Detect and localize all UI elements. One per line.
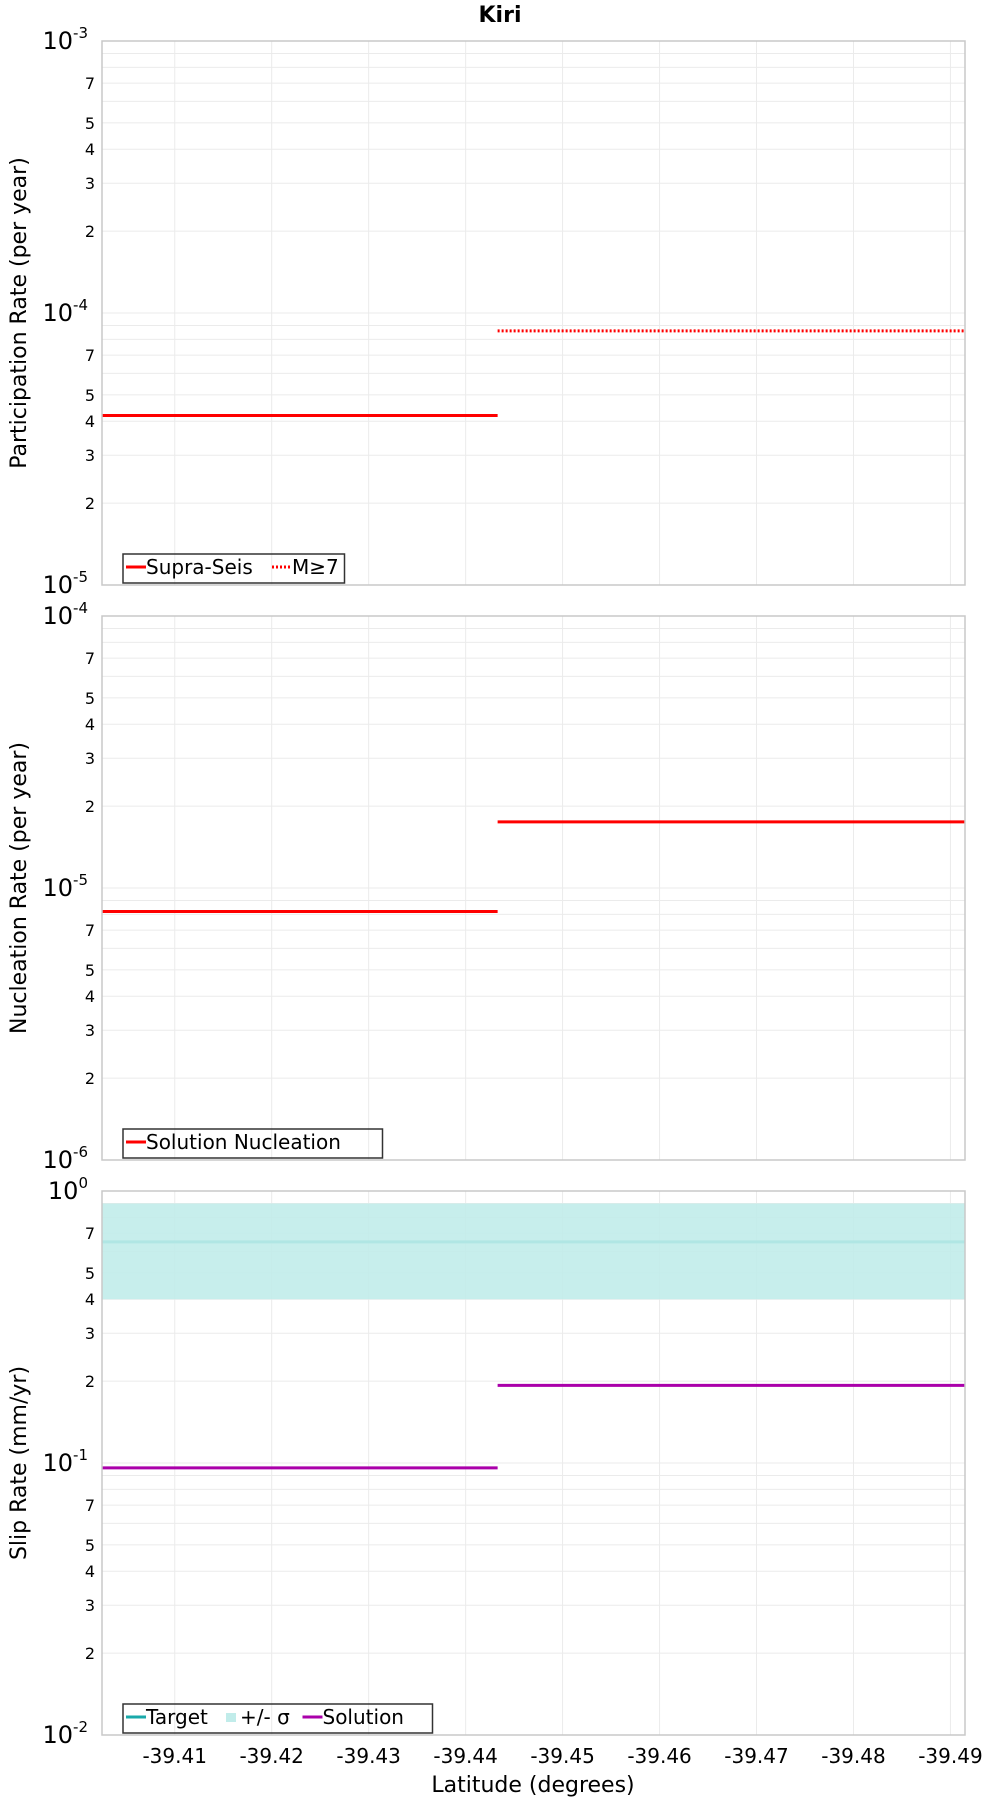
y-decade-label: 100 xyxy=(48,1174,88,1205)
legend: Target +/- σ Solution xyxy=(122,1703,434,1734)
y-minor-label: 5 xyxy=(85,689,95,708)
legend-box xyxy=(122,1703,434,1734)
x-tick-label: -39.49 xyxy=(918,1744,982,1768)
x-tick-label: -39.48 xyxy=(821,1744,885,1768)
y-axis-label: Slip Rate (mm/yr) xyxy=(7,1366,32,1560)
legend-label: Solution Nucleation xyxy=(146,1130,341,1154)
y-minor-label: 5 xyxy=(85,114,95,133)
chart-panel-2: 10-4 10-5 10-6 7 5 4 3 2 7 5 4 3 2 Nucleation Rate (p… xyxy=(7,599,966,1174)
y-minor-label: 2 xyxy=(85,797,95,816)
y-minor-label: 4 xyxy=(85,715,95,734)
y-decade-label: 10-2 xyxy=(42,1718,88,1749)
legend-swatch xyxy=(226,1713,236,1722)
plot-frame xyxy=(101,615,966,1161)
legend: Supra-Seis M≥7 xyxy=(122,553,346,584)
y-decade-label: 10-6 xyxy=(42,1143,88,1174)
plot-frame xyxy=(101,40,966,586)
sigma-band xyxy=(102,1203,965,1300)
y-minor-label: 5 xyxy=(85,386,95,405)
y-minor-label: 3 xyxy=(85,749,95,768)
y-decade-label: 10-5 xyxy=(42,568,88,599)
legend-box xyxy=(122,1128,384,1159)
y-minor-label: 4 xyxy=(85,412,95,431)
y-minor-label: 5 xyxy=(85,961,95,980)
x-tick-label: -39.46 xyxy=(627,1744,691,1768)
legend-label: Solution xyxy=(323,1705,404,1729)
x-tick-label: -39.41 xyxy=(142,1744,206,1768)
y-minor-label: 2 xyxy=(85,494,95,513)
y-minor-label: 3 xyxy=(85,1021,95,1040)
legend: Solution Nucleation xyxy=(122,1128,384,1159)
y-minor-label: 5 xyxy=(85,1536,95,1555)
y-minor-label: 4 xyxy=(85,1562,95,1581)
y-decade-label: 10-5 xyxy=(42,871,88,902)
x-tick-label: -39.44 xyxy=(433,1744,497,1768)
x-tick-label: -39.43 xyxy=(336,1744,400,1768)
y-axis-label: Participation Rate (per year) xyxy=(7,157,32,469)
y-minor-label: 4 xyxy=(85,987,95,1006)
plot-frame xyxy=(101,1190,966,1736)
chart-panel-1: 10-3 10-4 10-5 7 5 4 3 2 7 5 4 3 2 Participation Rate… xyxy=(7,24,966,599)
y-minor-label: 2 xyxy=(85,1644,95,1663)
x-axis-label: Latitude (degrees) xyxy=(431,1773,634,1798)
y-minor-label: 3 xyxy=(85,1596,95,1615)
y-minor-label: 7 xyxy=(85,1224,95,1243)
x-tick-label: -39.47 xyxy=(724,1744,788,1768)
y-minor-label: 7 xyxy=(85,649,95,668)
y-decade-label: 10-1 xyxy=(42,1446,88,1477)
legend-box xyxy=(122,553,346,584)
chart-panel-3: 100 10-1 10-2 7 5 4 3 2 7 5 4 3 2 Slip Rate (mm/yr) Ta… xyxy=(7,1174,966,1749)
y-minor-label: 4 xyxy=(85,1290,95,1309)
y-decade-label: 10-4 xyxy=(42,599,88,630)
y-minor-label: 7 xyxy=(85,1496,95,1515)
y-minor-label: 3 xyxy=(85,174,95,193)
y-decade-label: 10-3 xyxy=(42,24,88,55)
y-minor-label: 7 xyxy=(85,346,95,365)
y-minor-label: 3 xyxy=(85,1324,95,1343)
x-tick-label: -39.42 xyxy=(239,1744,303,1768)
legend-label: M≥7 xyxy=(292,555,339,579)
y-minor-label: 2 xyxy=(85,1069,95,1088)
y-minor-label: 7 xyxy=(85,921,95,940)
y-minor-label: 2 xyxy=(85,222,95,241)
y-minor-label: 7 xyxy=(85,74,95,93)
y-decade-label: 10-4 xyxy=(42,296,88,327)
legend-label: Supra-Seis xyxy=(146,555,253,579)
x-tick-labels: -39.41 -39.42 -39.43 -39.44 -39.45 -39.46 -39.… xyxy=(142,1744,982,1768)
legend-label: Target xyxy=(145,1705,208,1729)
y-minor-label: 3 xyxy=(85,446,95,465)
y-minor-label: 5 xyxy=(85,1264,95,1283)
y-axis-label: Nucleation Rate (per year) xyxy=(7,742,32,1034)
y-minor-label: 2 xyxy=(85,1372,95,1391)
legend-label: +/- σ xyxy=(240,1705,290,1729)
x-tick-label: -39.45 xyxy=(530,1744,594,1768)
y-minor-label: 4 xyxy=(85,140,95,159)
chart-title: Kiri xyxy=(479,3,522,28)
